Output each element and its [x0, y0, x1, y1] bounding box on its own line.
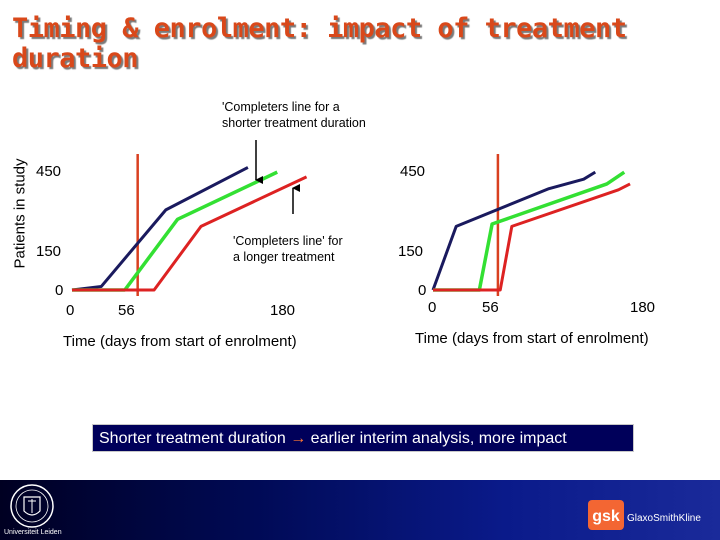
gsk-logo-mark: gsk	[592, 508, 620, 525]
chart2-y-tick-450: 450	[400, 163, 426, 180]
chart1-series-green-line	[72, 170, 278, 292]
chart1-series-red-line	[72, 175, 308, 292]
chart1-y-tick-0: 0	[55, 282, 64, 299]
gsk-logo-icon: gsk	[588, 500, 624, 530]
chart2-series-green-line	[433, 170, 626, 292]
chart1-plot	[71, 154, 308, 296]
chart1-y-tick-450: 450	[36, 163, 62, 180]
chart1-x-axis-label: Time (days from start of enrolment)	[63, 333, 297, 350]
slide-title: Timing & enrolment: impact of treatment …	[12, 13, 627, 74]
chart1-x-tick-56: 56	[118, 302, 135, 319]
conclusion-banner: Shorter treatment duration → earlier int…	[92, 424, 634, 452]
annotation-shorter: 'Completers line for a shorter treatment…	[222, 99, 366, 131]
chart1-series-navy-line	[71, 166, 249, 292]
chart2-x-tick-56: 56	[482, 299, 499, 316]
annotation-longer: 'Completers line' for a longer treatment	[233, 233, 343, 265]
charts-canvas	[71, 140, 631, 296]
chart2-y-tick-0: 0	[418, 282, 427, 299]
gsk-company-name: GlaxoSmithKline	[627, 513, 701, 524]
university-caption: Universiteit Leiden	[4, 529, 62, 536]
annotation-shorter-line1: 'Completers line for a	[222, 100, 340, 114]
arrow-right-icon: →	[290, 430, 307, 447]
banner-text-a: Shorter treatment duration	[99, 430, 286, 447]
annotation-longer-line1: 'Completers line' for	[233, 234, 343, 248]
chart2-series-red-line	[433, 182, 631, 292]
chart2-series-navy-line	[431, 170, 597, 291]
chart2-x-tick-0: 0	[428, 299, 437, 316]
chart2-y-tick-150: 150	[398, 243, 424, 260]
chart2-x-tick-180: 180	[630, 299, 656, 316]
chart1-x-tick-180: 180	[270, 302, 296, 319]
chart1-y-tick-150: 150	[36, 243, 62, 260]
annotation-longer-line2: a longer treatment	[233, 250, 335, 264]
chart2-plot	[431, 154, 631, 296]
chart2-x-axis-label: Time (days from start of enrolment)	[415, 330, 649, 347]
banner-text-b: earlier interim analysis, more impact	[310, 430, 567, 447]
chart1-x-tick-0: 0	[66, 302, 75, 319]
university-crest-icon	[10, 484, 54, 528]
annotation-shorter-line2: shorter treatment duration	[222, 116, 366, 130]
